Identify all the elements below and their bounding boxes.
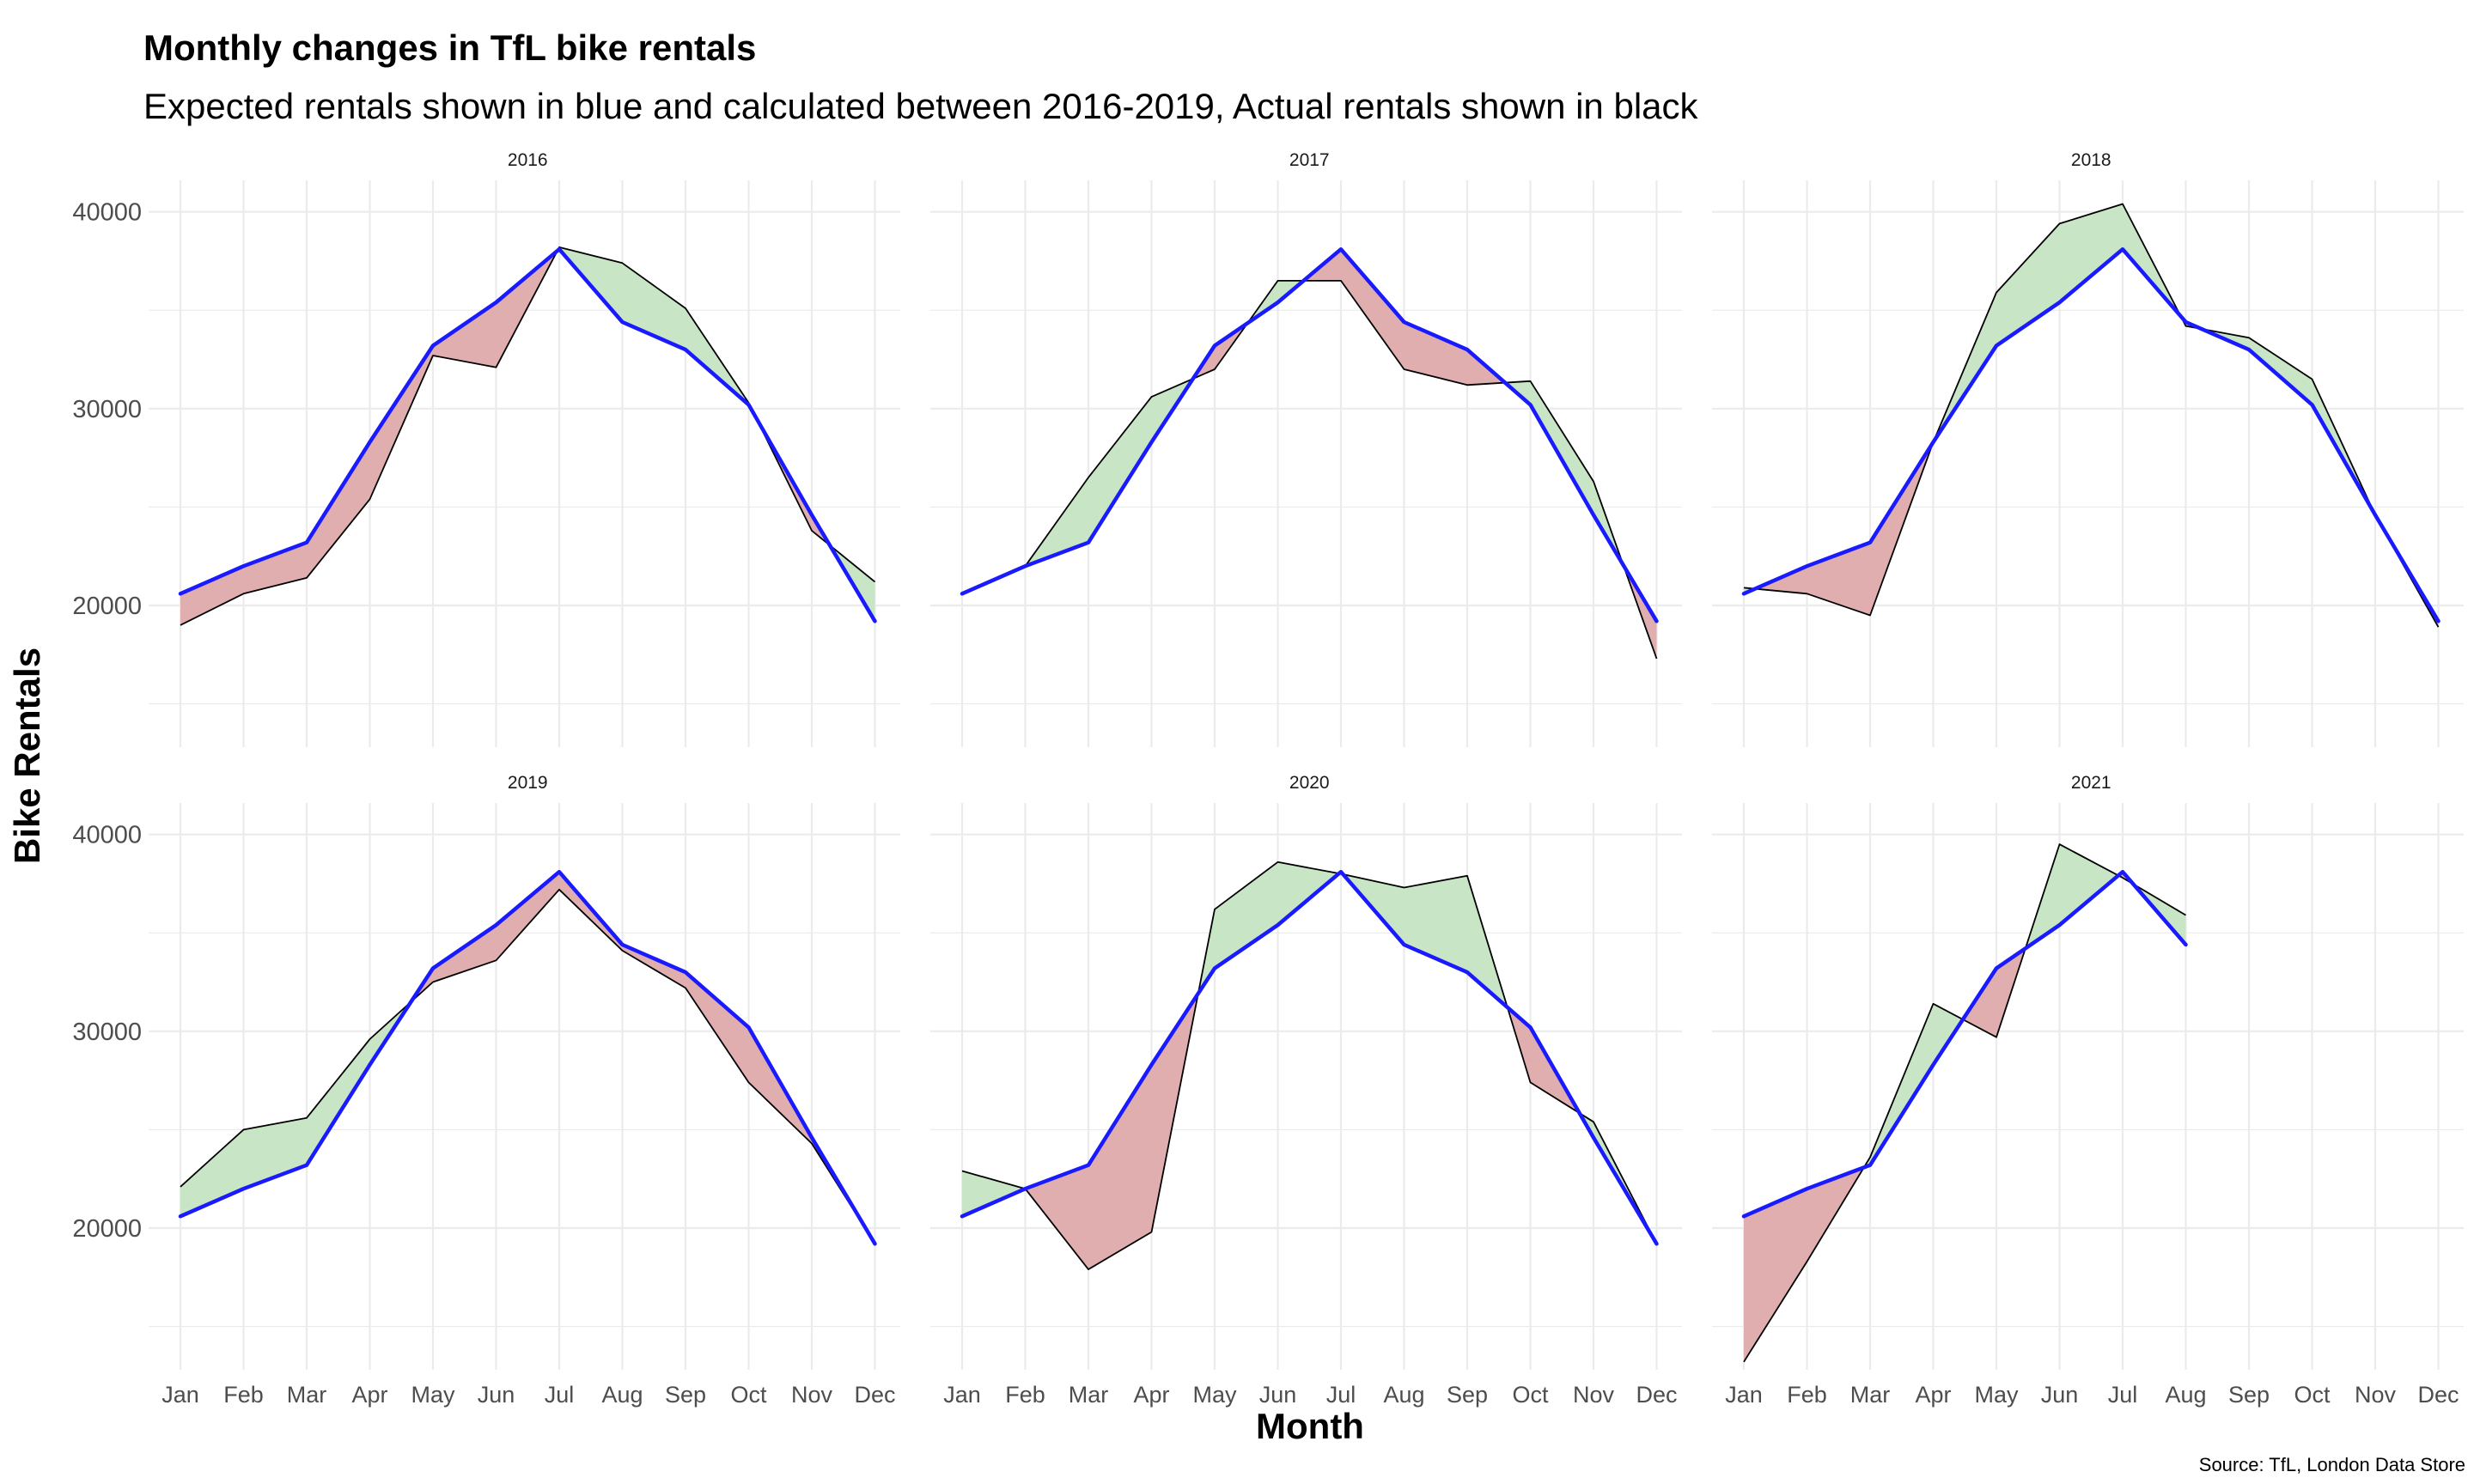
source-caption: Source: TfL, London Data Store [2198, 1454, 2465, 1475]
x-tick-label: Feb [223, 1382, 264, 1408]
actual-rentals-line-2021 [1743, 843, 2186, 1363]
y-tick-label: 40000 [72, 199, 142, 227]
y-tick-label: 20000 [72, 1215, 142, 1243]
x-tick-label: Apr [351, 1382, 387, 1408]
x-tick-label: Oct [730, 1382, 767, 1408]
below-expected-area [1744, 1189, 1807, 1362]
actual-rentals-line-2018 [1743, 203, 2440, 628]
panel-label-2019: 2019 [508, 773, 548, 793]
panel-label-2021: 2021 [2071, 773, 2111, 793]
chart-subtitle: Expected rentals shown in blue and calcu… [143, 86, 1698, 126]
x-tick-label: Nov [2355, 1382, 2397, 1408]
x-tick-label: Jan [943, 1382, 981, 1408]
below-expected-area [1963, 968, 1996, 1037]
x-tick-label: Apr [1915, 1382, 1951, 1408]
x-tick-label: Dec [1636, 1382, 1677, 1408]
x-tick-label: Apr [1133, 1382, 1169, 1408]
x-tick-label: Dec [854, 1382, 895, 1408]
actual-rentals-line-2019 [180, 888, 876, 1244]
x-tick-label: Aug [2165, 1382, 2206, 1408]
below-expected-area [496, 872, 559, 961]
above-expected-area [962, 1171, 1026, 1217]
above-expected-area [2249, 338, 2313, 405]
x-tick-label: Mar [287, 1382, 327, 1408]
below-expected-area [433, 925, 497, 982]
below-expected-area [180, 566, 244, 625]
above-expected-area [1996, 223, 2060, 346]
expected-rentals-line-2019 [178, 869, 877, 1246]
y-tick-label: 40000 [72, 822, 142, 849]
x-tick-label: May [1974, 1382, 2019, 1408]
below-expected-area [307, 441, 370, 578]
x-tick-label: Jun [2041, 1382, 2079, 1408]
above-expected-area [1530, 380, 1593, 515]
actual-rentals-line-2017 [961, 279, 1658, 660]
below-expected-area [369, 345, 433, 500]
expected-rentals-line-2017 [960, 246, 1659, 623]
above-expected-area [2059, 844, 2118, 926]
above-expected-area [1277, 861, 1339, 926]
x-axis-title: Month [1256, 1406, 1364, 1446]
below-expected-area [243, 542, 307, 594]
expected-rentals-line-2020 [960, 869, 1659, 1246]
panel-label-2017: 2017 [1289, 150, 1330, 170]
above-expected-area [1404, 875, 1467, 973]
x-tick-label: Nov [1573, 1382, 1615, 1408]
below-expected-area [1341, 249, 1405, 369]
x-tick-label: Dec [2417, 1382, 2459, 1408]
y-tick-label: 30000 [72, 396, 142, 423]
expected-rentals-line-2021 [1741, 869, 2188, 1219]
x-tick-label: Oct [2294, 1382, 2331, 1408]
x-tick-label: Mar [1069, 1382, 1109, 1408]
x-tick-label: Jan [1725, 1382, 1763, 1408]
x-tick-label: Aug [1383, 1382, 1424, 1408]
above-expected-area [1088, 397, 1152, 543]
y-tick-label: 20000 [72, 593, 142, 620]
below-expected-area [1088, 1064, 1152, 1270]
x-tick-label: Mar [1850, 1382, 1891, 1408]
expected-rentals-line-2018 [1741, 246, 2440, 623]
below-expected-area [622, 945, 686, 988]
actual-rentals-line-2020 [961, 861, 1658, 1270]
below-expected-area [1404, 322, 1467, 386]
x-tick-label: Feb [1005, 1382, 1045, 1408]
x-tick-label: Aug [601, 1382, 643, 1408]
y-tick-label: 30000 [72, 1019, 142, 1046]
x-tick-label: Feb [1787, 1382, 1827, 1408]
above-expected-area [307, 1039, 370, 1165]
chart-title: Monthly changes in TfL bike rentals [143, 27, 757, 68]
x-tick-label: Sep [2228, 1382, 2270, 1408]
above-expected-area [1215, 861, 1278, 969]
above-expected-area [2059, 204, 2123, 303]
x-tick-label: Oct [1512, 1382, 1549, 1408]
x-tick-label: May [411, 1382, 455, 1408]
x-tick-label: Jun [478, 1382, 515, 1408]
y-axis-title: Bike Rentals [7, 648, 47, 864]
panel-label-2016: 2016 [508, 150, 548, 170]
x-tick-label: Jul [2108, 1382, 2138, 1408]
below-expected-area [686, 972, 749, 1083]
above-expected-area [1933, 1003, 1963, 1065]
expected-rentals-line-2016 [178, 246, 877, 623]
x-tick-label: Sep [1447, 1382, 1488, 1408]
x-tick-label: Jul [545, 1382, 575, 1408]
below-expected-area [1025, 1165, 1088, 1270]
x-tick-label: Nov [791, 1382, 833, 1408]
x-tick-label: Jul [1326, 1382, 1356, 1408]
x-tick-label: Jun [1259, 1382, 1297, 1408]
below-expected-area [433, 302, 497, 368]
x-tick-label: May [1192, 1382, 1237, 1408]
panel-label-2018: 2018 [2071, 150, 2111, 170]
x-tick-label: Jan [161, 1382, 199, 1408]
x-tick-label: Sep [665, 1382, 706, 1408]
panel-label-2020: 2020 [1289, 773, 1330, 793]
